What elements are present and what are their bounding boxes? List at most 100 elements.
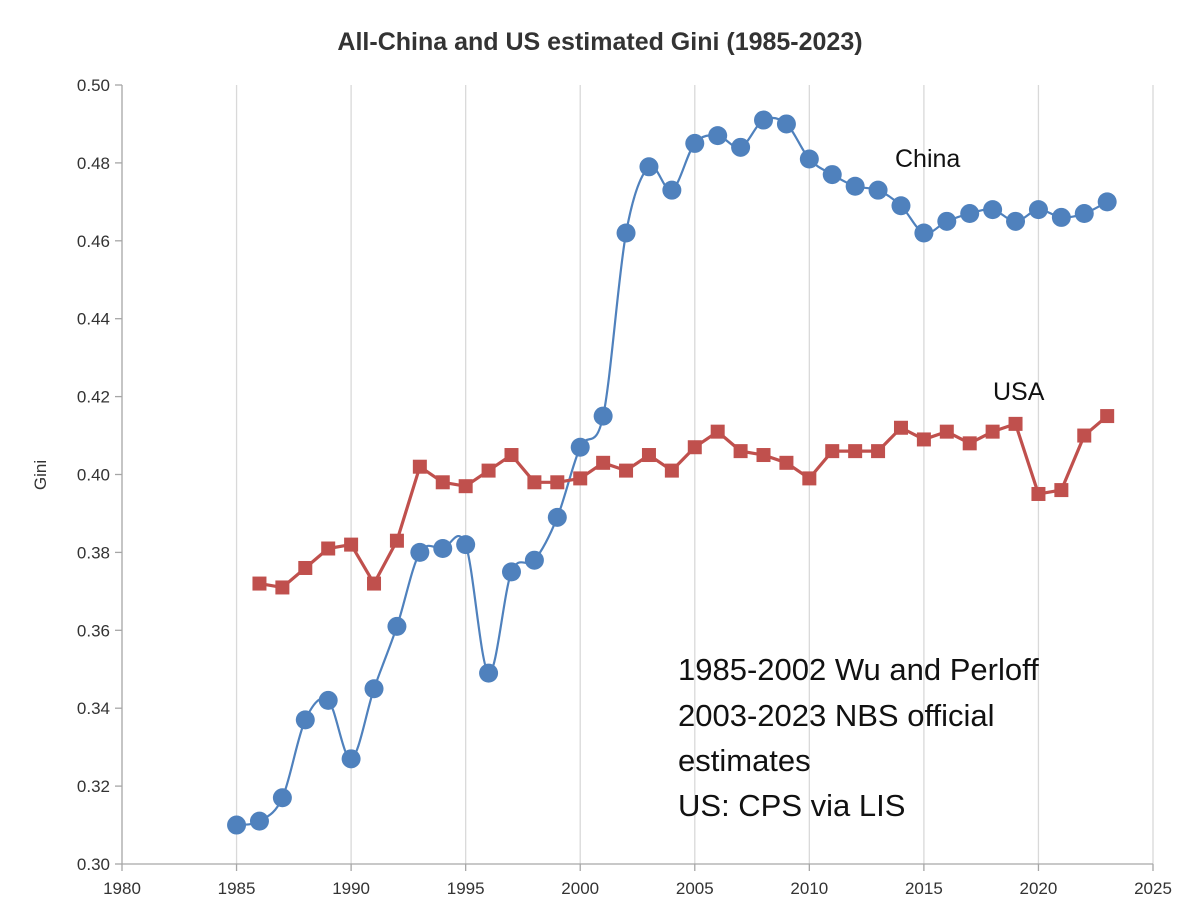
data-point-usa-2003 — [641, 448, 656, 463]
y-tick-label: 0.42 — [77, 388, 110, 407]
annotation-line-1: 1985-2002 Wu and Perloff — [678, 652, 1039, 687]
data-point-china-1990 — [341, 749, 361, 769]
data-point-china-2001 — [593, 406, 613, 426]
data-point-usa-1996 — [481, 463, 496, 478]
data-point-usa-1995 — [458, 479, 473, 494]
data-point-china-2015 — [914, 223, 934, 243]
data-point-usa-2007 — [733, 444, 748, 459]
x-tick-label: 2020 — [1020, 879, 1058, 898]
data-point-china-2016 — [937, 211, 957, 231]
data-point-china-2002 — [616, 223, 636, 243]
y-tick-label: 0.46 — [77, 232, 110, 251]
data-point-china-2010 — [799, 149, 819, 169]
data-point-usa-2010 — [802, 471, 817, 486]
data-point-china-1992 — [387, 616, 407, 636]
data-point-china-2003 — [639, 157, 659, 177]
data-point-usa-2001 — [596, 455, 611, 470]
y-tick-label: 0.36 — [77, 621, 110, 640]
data-point-china-2009 — [776, 114, 796, 134]
data-point-china-2018 — [983, 200, 1003, 220]
data-point-china-1996 — [479, 663, 499, 683]
data-point-usa-2022 — [1077, 428, 1092, 443]
data-point-usa-1988 — [298, 560, 313, 575]
y-tick-label: 0.38 — [77, 543, 110, 562]
data-point-china-1989 — [318, 690, 338, 710]
x-tick-label: 2015 — [905, 879, 943, 898]
data-point-usa-2000 — [573, 471, 588, 486]
data-point-china-1994 — [433, 539, 453, 559]
data-point-china-2005 — [685, 133, 705, 153]
series-label-usa: USA — [993, 378, 1045, 406]
data-point-usa-2015 — [916, 432, 931, 447]
annotation-line-4: US: CPS via LIS — [678, 788, 905, 823]
data-point-china-2019 — [1006, 211, 1026, 231]
data-point-usa-2021 — [1054, 483, 1069, 498]
data-point-china-1987 — [272, 788, 292, 808]
data-point-china-2023 — [1097, 192, 1117, 212]
data-point-china-2022 — [1074, 204, 1094, 224]
data-point-usa-1992 — [389, 533, 404, 548]
data-point-china-2013 — [868, 180, 888, 200]
x-tick-label: 2025 — [1134, 879, 1172, 898]
data-point-usa-2004 — [664, 463, 679, 478]
data-point-usa-2016 — [939, 424, 954, 439]
data-point-usa-1990 — [344, 537, 359, 552]
data-point-usa-2020 — [1031, 486, 1046, 501]
data-point-china-2012 — [845, 176, 865, 196]
x-tick-label: 2000 — [561, 879, 599, 898]
y-tick-label: 0.40 — [77, 466, 110, 485]
y-axis-ticks: 0.30 0.32 0.34 0.36 0.38 0.40 0.42 0.44 0.46 0.48… — [77, 76, 110, 874]
data-point-usa-2012 — [848, 444, 863, 459]
series-group — [227, 110, 1117, 835]
data-point-usa-2019 — [1008, 416, 1023, 431]
chart-title: All-China and US estimated Gini (1985-20… — [337, 28, 862, 56]
data-point-usa-2011 — [825, 444, 840, 459]
data-point-china-2017 — [960, 204, 980, 224]
data-point-china-1986 — [249, 811, 269, 831]
x-tick-label: 1990 — [332, 879, 370, 898]
y-tick-label: 0.34 — [77, 699, 110, 718]
y-tick-label: 0.50 — [77, 76, 110, 95]
data-point-usa-2014 — [893, 420, 908, 435]
x-tick-label: 1985 — [218, 879, 256, 898]
y-tick-label: 0.44 — [77, 310, 110, 329]
data-point-usa-1986 — [252, 576, 267, 591]
data-point-usa-1991 — [367, 576, 382, 591]
data-point-usa-1999 — [550, 475, 565, 490]
data-point-usa-1989 — [321, 541, 336, 556]
data-point-usa-1997 — [504, 448, 519, 463]
source-annotation: 1985-2002 Wu and Perloff 2003-2023 NBS o… — [678, 652, 1039, 823]
series-usa — [252, 409, 1115, 595]
data-point-china-1988 — [295, 710, 315, 730]
data-point-usa-1998 — [527, 475, 542, 490]
data-point-usa-2006 — [710, 424, 725, 439]
x-tick-label: 1980 — [103, 879, 141, 898]
x-tick-label: 2005 — [676, 879, 714, 898]
y-tick-label: 0.32 — [77, 777, 110, 796]
data-point-china-2008 — [754, 110, 774, 130]
data-point-china-1999 — [547, 507, 567, 527]
y-tick-label: 0.48 — [77, 154, 110, 173]
data-point-usa-2013 — [871, 444, 886, 459]
data-point-usa-2018 — [985, 424, 1000, 439]
data-point-china-1991 — [364, 679, 384, 699]
data-point-china-2011 — [822, 165, 842, 185]
data-point-china-2007 — [731, 137, 751, 157]
y-axis-label: Gini — [31, 460, 50, 490]
data-point-usa-2002 — [619, 463, 634, 478]
axes — [115, 84, 1154, 871]
data-point-usa-1987 — [275, 580, 290, 595]
series-china — [227, 110, 1117, 835]
annotation-line-3: estimates — [678, 743, 811, 778]
data-point-usa-2023 — [1100, 409, 1115, 424]
data-point-china-1995 — [456, 535, 476, 555]
data-point-usa-2017 — [962, 436, 977, 451]
data-point-china-2020 — [1028, 200, 1048, 220]
data-point-china-1985 — [227, 815, 247, 835]
data-point-china-2000 — [570, 437, 590, 457]
data-point-usa-1994 — [435, 475, 450, 490]
data-point-china-1997 — [501, 562, 521, 582]
data-point-china-2014 — [891, 196, 911, 216]
data-point-usa-2008 — [756, 448, 771, 463]
